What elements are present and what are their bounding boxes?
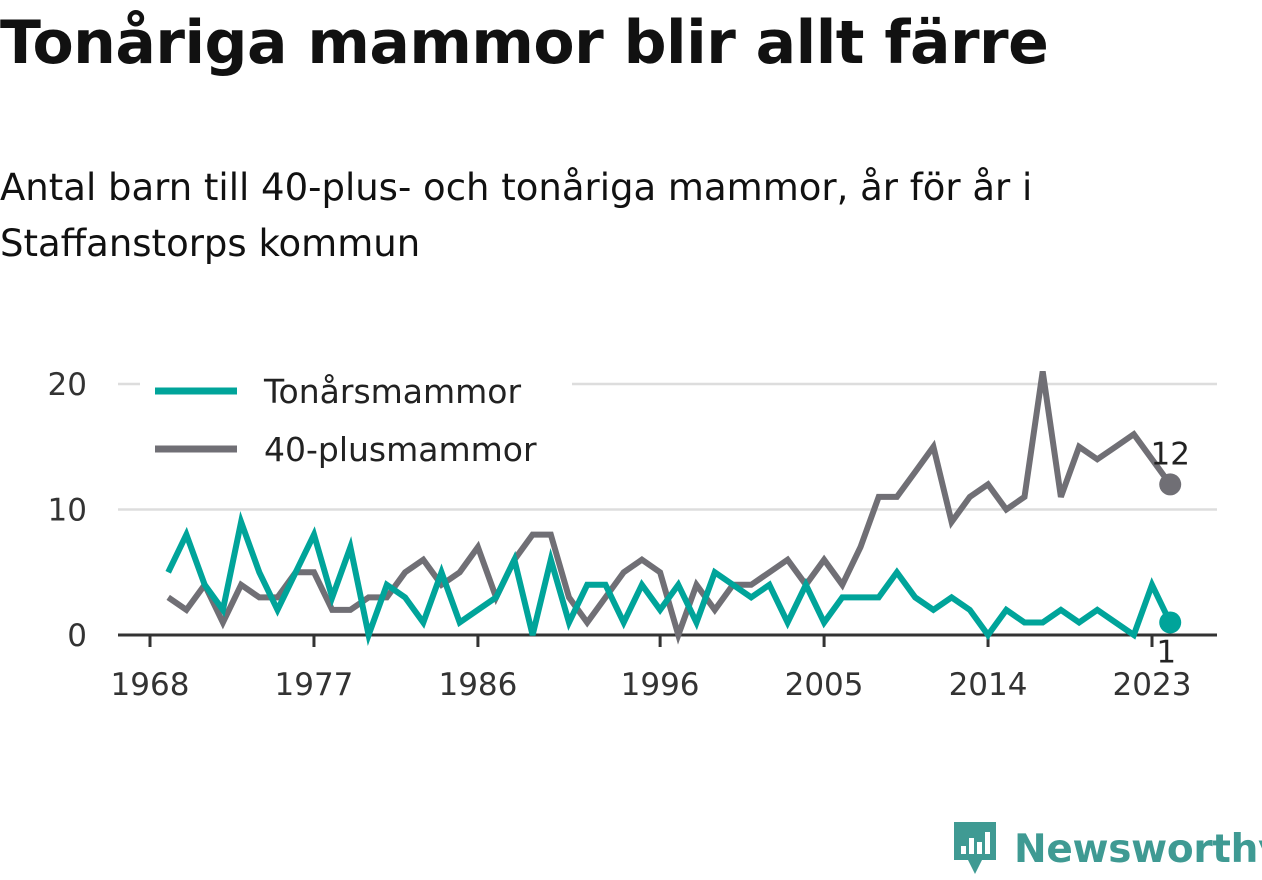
x-axis: 1968 1977 1986 1996 2005 2014 2023 [111, 633, 1217, 703]
series-line-tonarsmammor [165, 511, 1173, 646]
chart-subtitle: Antal barn till 40-plus- och tonåriga ma… [0, 166, 1033, 265]
end-labels: 12 1 [1150, 436, 1189, 670]
x-tick-label: 1996 [621, 667, 700, 703]
brand-name: Newsworthy [1014, 826, 1262, 872]
newsworthy-logo-icon [954, 822, 996, 874]
x-tick-label: 2014 [949, 667, 1028, 703]
x-tick-label: 1968 [111, 667, 190, 703]
legend-background [140, 362, 572, 472]
y-tick-label: 0 [67, 618, 87, 654]
legend-label: 40-plusmammor [264, 430, 537, 469]
series-group [165, 370, 1173, 646]
y-tick-label: 10 [48, 493, 87, 529]
series-line-40-plusmammor [166, 370, 1173, 645]
x-tick-label: 2005 [785, 667, 864, 703]
y-tick-label: 20 [48, 367, 87, 403]
legend: Tonårsmammor 40-plusmammor [140, 362, 572, 472]
end-label-40-plusmammor: 12 [1150, 436, 1189, 472]
x-tick-label: 2023 [1113, 667, 1192, 703]
legend-label: Tonårsmammor [263, 372, 521, 411]
y-axis: 0 10 20 [48, 367, 87, 654]
x-tick-label: 1986 [438, 667, 517, 703]
chart-title: Tonåriga mammor blir allt färre [0, 8, 1049, 78]
end-point [1159, 611, 1182, 634]
x-tick-label: 1977 [275, 667, 354, 703]
brand-logo: Newsworthy [950, 818, 1262, 880]
end-point [1159, 473, 1182, 496]
end-label-tonarsmammor: 1 [1156, 634, 1176, 670]
